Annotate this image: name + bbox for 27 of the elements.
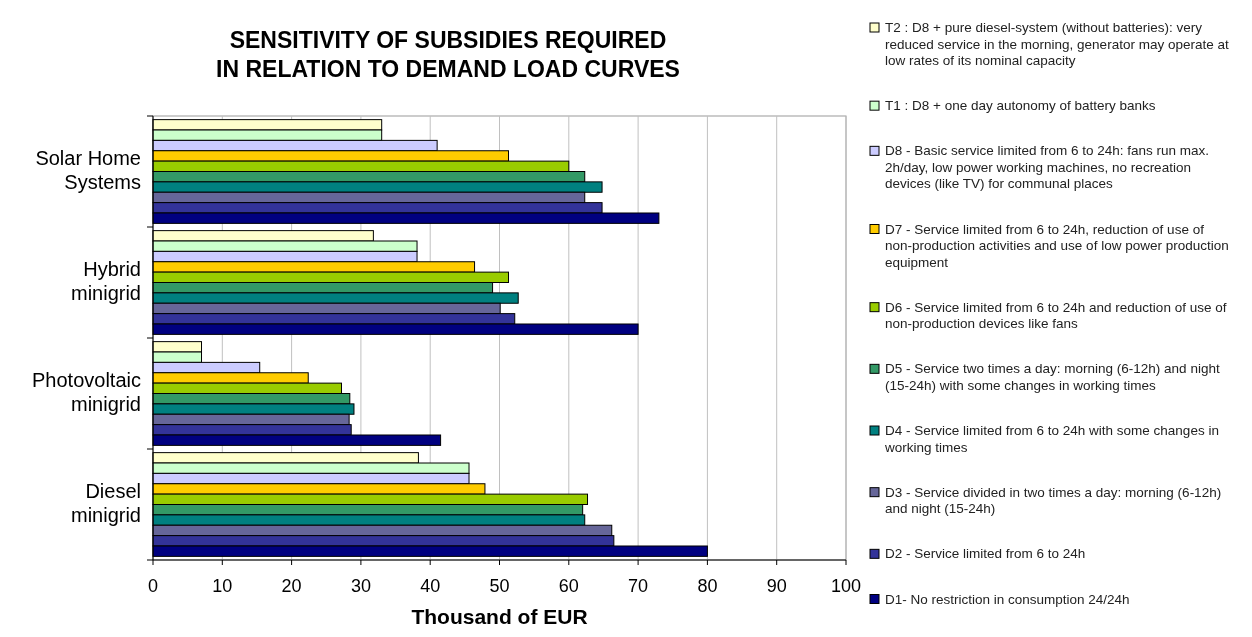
x-axis-title: Thousand of EUR — [411, 605, 588, 628]
x-tick-label: 0 — [147, 576, 159, 596]
y-tick-label: Diesel minigrid — [70, 479, 141, 526]
legend-label: T1 : D8 + one day autonomy of battery banks — [885, 98, 1156, 114]
y-tick-label: Photovoltaic minigrid — [32, 368, 141, 415]
x-tick-label: 60 — [558, 576, 579, 596]
x-tick-label: 100 — [830, 576, 862, 596]
x-tick-label: 40 — [420, 576, 441, 596]
legend-label: D6 - Service limited from 6 to 24h and reduction of use of non-production devices like fans — [885, 299, 1227, 332]
legend-label: D3 - Service divided in two times a day: morning (6-12h) and night (15-24h) — [885, 484, 1222, 517]
chart-title: SENSITIVITY OF SUBSIDIES REQUIRED IN RELATION TO DEMAND LOAD CURVES — [216, 27, 680, 82]
x-tick-label: 30 — [350, 576, 371, 596]
y-tick-label: Solar Home Systems — [35, 146, 141, 193]
x-tick-label: 70 — [628, 576, 649, 596]
legend-label: D5 - Service two times a day: morning (6-12h) and night (15-24h) with some changes in working times — [885, 361, 1220, 393]
legend-label: T2 : D8 + pure diesel-system (without batteries): very reduced service in the morning, generator may operate at low rates of its nominal capacity — [885, 20, 1229, 68]
x-tick-label: 50 — [489, 576, 510, 596]
legend-label: D1- No restriction in consumption 24/24h — [885, 591, 1130, 607]
y-tick-label: Hybrid minigrid — [70, 257, 141, 304]
x-tick-label: 90 — [766, 576, 787, 596]
legend-label: D8 - Basic service limited from 6 to 24h: fans run max. 2h/day, low power working machines, no recreation devices (like TV) for communal places — [885, 143, 1210, 192]
legend-label: D4 - Service limited from 6 to 24h with some changes in working times — [884, 423, 1219, 455]
legend-label: D2 - Service limited from 6 to 24h — [885, 546, 1086, 562]
x-tick-label: 80 — [697, 576, 718, 596]
x-tick-label: 10 — [212, 576, 233, 596]
x-tick-label: 20 — [281, 576, 302, 596]
legend-label: D7 - Service limited from 6 to 24h, reduction of use of non-production activities and use of low power production equipment — [885, 221, 1229, 270]
